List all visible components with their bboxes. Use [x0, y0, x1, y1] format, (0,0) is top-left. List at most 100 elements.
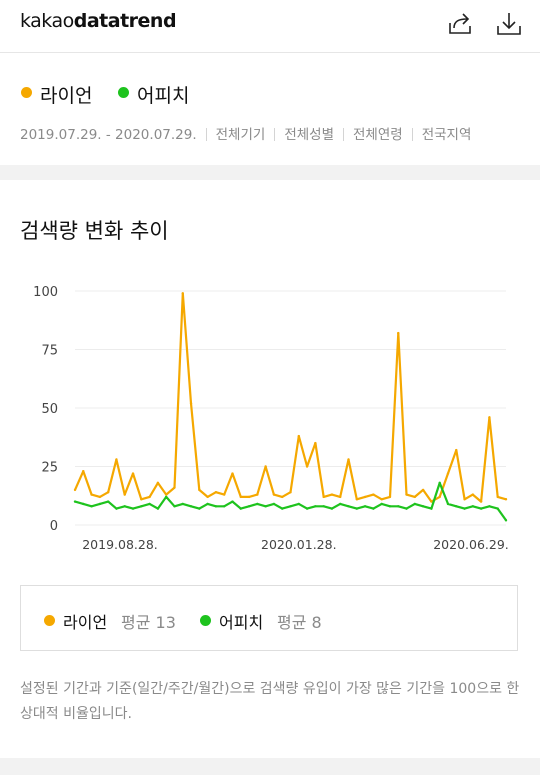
- series-1-point: [363, 495, 367, 499]
- series-2-point: [405, 507, 408, 510]
- download-icon[interactable]: [495, 10, 523, 38]
- series-1-point: [446, 472, 450, 475]
- series-2-point: [272, 502, 276, 506]
- kakao-datatrend-logo[interactable]: kakaodatatrend: [20, 10, 177, 32]
- series-2-point: [222, 505, 226, 508]
- series-1-point: [496, 495, 499, 499]
- keyword-1-label: 라이언: [40, 85, 93, 107]
- series-1-point: [281, 495, 284, 499]
- series-1-point: [148, 495, 151, 499]
- series-1-point: [430, 500, 433, 503]
- keyword-2-label: 어피치: [137, 85, 190, 107]
- series-1-point: [372, 493, 375, 496]
- footnote: 설정된 기간과 기준(일간/주간/월간)으로 검색량 유입이 가장 많은 기간을…: [20, 681, 520, 722]
- series-2-point: [214, 505, 218, 508]
- series-2-point: [140, 505, 143, 508]
- search-filter-panel[interactable]: 라이언 어피치 2019.07.29. - 2020.07.29. 전체기기 전체성…: [0, 53, 540, 165]
- keyword-1-color-dot: [21, 87, 32, 98]
- y-tick-label: 25: [41, 461, 58, 476]
- series-2-point: [388, 505, 392, 508]
- series-2-point: [397, 505, 400, 508]
- series-1-point: [421, 488, 425, 492]
- series-2-point: [181, 502, 184, 506]
- region-filter: 전국지역: [421, 127, 472, 143]
- series-2-point: [115, 507, 118, 510]
- y-tick-label: 50: [41, 402, 58, 417]
- series-1-point: [347, 458, 350, 461]
- series-1-point: [164, 493, 168, 496]
- series-2-point: [413, 502, 417, 506]
- y-tick-label: 100: [33, 285, 58, 300]
- series-2-point: [479, 507, 483, 510]
- series-2-point: [471, 505, 475, 508]
- series-1-point: [272, 493, 276, 496]
- series-1-point: [322, 495, 325, 499]
- legend-1-label: 라이언: [63, 613, 108, 632]
- legend-2-label: 어피치: [219, 613, 264, 632]
- series-2-point: [264, 505, 267, 508]
- series-1-point: [463, 498, 466, 501]
- series-2-point: [372, 507, 375, 510]
- series-1-point: [471, 493, 475, 496]
- x-tick-label: 2020.06.29.: [433, 537, 509, 552]
- series-1-point: [90, 493, 93, 496]
- series-1-point: [82, 469, 85, 473]
- series-1-point: [247, 495, 251, 499]
- series-1-point: [239, 495, 242, 499]
- series-1-point: [380, 498, 383, 501]
- series-2-point: [73, 500, 77, 503]
- divider: [274, 128, 276, 141]
- series-2-point: [156, 507, 160, 510]
- x-tick-label: 2019.08.28.: [82, 537, 158, 552]
- series-1-point: [305, 465, 309, 468]
- device-filter: 전체기기: [215, 127, 266, 143]
- series-2-point: [123, 505, 126, 508]
- series-1-point: [355, 498, 359, 501]
- series-1-point: [397, 331, 400, 335]
- series-2-point: [82, 502, 85, 506]
- gender-filter: 전체성별: [284, 127, 335, 143]
- series-1-point: [264, 465, 267, 468]
- series-2-point: [281, 507, 284, 510]
- series-2-point: [305, 507, 309, 510]
- trend-card: 검색량 변화 추이 0 25 50 75 100 2019.08.28. 2020.01.2…: [0, 180, 540, 758]
- legend-1-color-dot: [44, 615, 55, 626]
- legend-2-color-dot: [200, 615, 211, 626]
- series-1-point: [73, 488, 77, 492]
- series-1-point: [488, 416, 491, 419]
- series-1-point: [140, 498, 143, 501]
- series-2-point: [322, 505, 325, 508]
- series-1-point: [131, 472, 135, 475]
- series-1-point: [256, 493, 259, 496]
- share-icon[interactable]: [446, 10, 474, 38]
- series-1-point: [222, 493, 226, 496]
- logo-regular: kakao: [20, 10, 74, 32]
- series-1-point: [388, 495, 392, 499]
- series-line-1: [73, 292, 507, 503]
- series-1-point: [115, 458, 118, 461]
- age-filter: 전체연령: [353, 127, 403, 143]
- series-1-point: [198, 488, 201, 492]
- app-header: kakaodatatrend: [0, 0, 540, 53]
- series-2-point: [90, 505, 93, 508]
- series-1-point: [123, 493, 126, 496]
- series-1-point: [173, 486, 176, 489]
- y-tick-label: 75: [41, 344, 58, 359]
- series-2-point: [231, 500, 234, 503]
- series-2-point: [347, 505, 350, 508]
- series-2-point: [206, 502, 209, 506]
- series-2-point: [363, 505, 367, 508]
- series-2-point: [421, 505, 425, 508]
- series-2-point: [289, 505, 292, 508]
- series-2-point: [173, 505, 176, 508]
- series-2-point: [239, 507, 242, 510]
- series-2-point: [198, 507, 201, 510]
- legend-2-average: 평균 8: [277, 613, 322, 632]
- series-2-point: [355, 507, 359, 510]
- series-2-point: [297, 502, 300, 506]
- series-1-point: [231, 472, 234, 475]
- period-text: 2019.07.29. - 2020.07.29.: [20, 127, 197, 143]
- series-2-point: [455, 505, 458, 508]
- series-1-point: [413, 495, 417, 499]
- series-1-point: [189, 402, 193, 405]
